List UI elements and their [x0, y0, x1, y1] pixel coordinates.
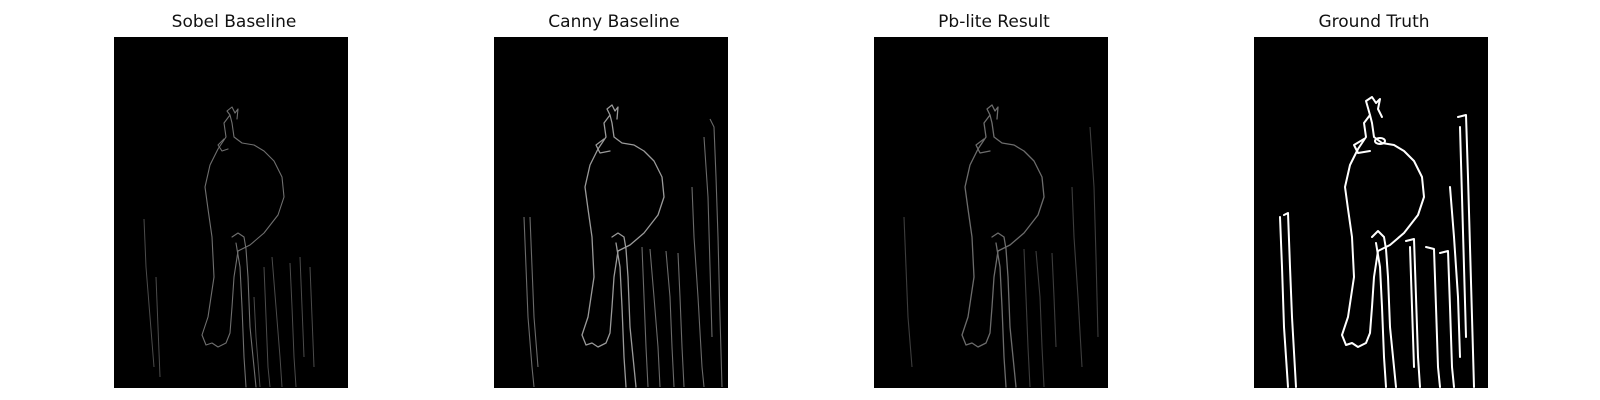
- panel-canny: Canny Baseline: [494, 0, 734, 400]
- ground-truth-edge-image: [1254, 37, 1488, 388]
- panel-title-pb-lite: Pb-lite Result: [938, 12, 1050, 32]
- panel-sobel: Sobel Baseline: [114, 0, 354, 400]
- panel-title-ground-truth: Ground Truth: [1318, 12, 1430, 32]
- panel-pb-lite: Pb-lite Result: [874, 0, 1114, 400]
- panel-title-canny: Canny Baseline: [548, 12, 680, 32]
- panel-title-sobel: Sobel Baseline: [171, 12, 297, 32]
- canny-edge-image: [494, 37, 728, 388]
- sobel-edge-image: [114, 37, 348, 388]
- panel-ground-truth: Ground Truth: [1254, 0, 1494, 400]
- pb-lite-edge-image: [874, 37, 1108, 388]
